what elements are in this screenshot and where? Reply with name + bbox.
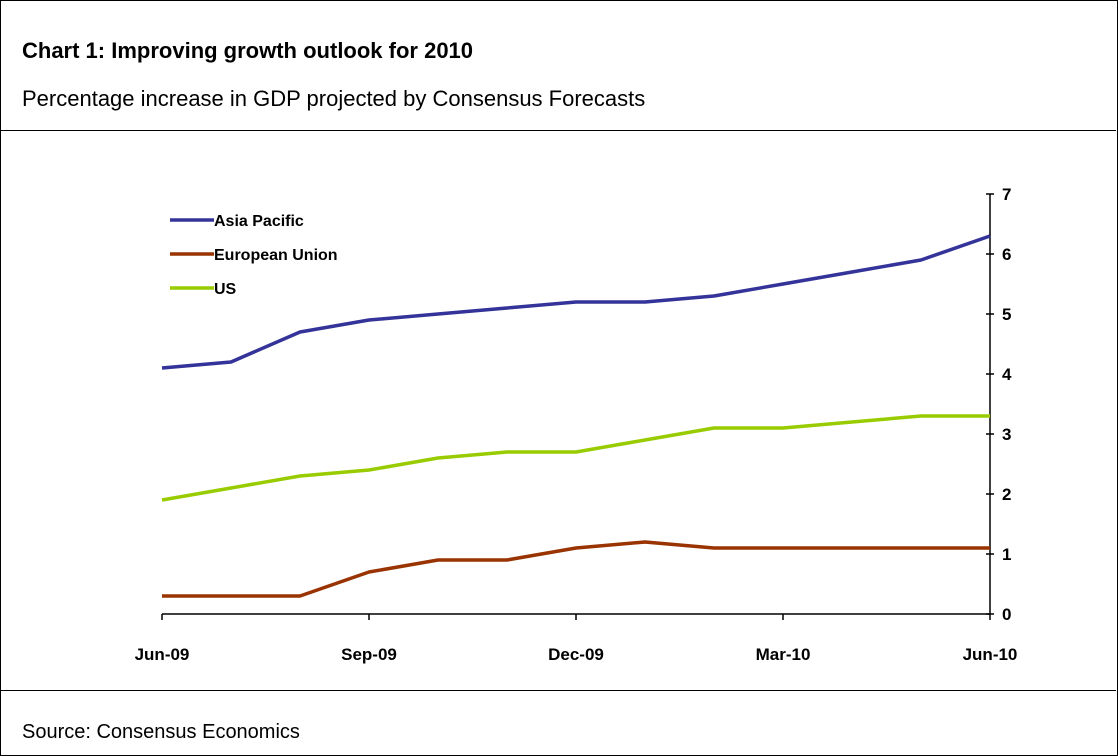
legend-label: Asia Pacific [214, 213, 304, 230]
x-tick-label: Dec-09 [548, 645, 604, 664]
y-tick-label: 2 [1002, 485, 1011, 504]
y-tick-label: 3 [1002, 425, 1011, 444]
series-lines [161, 234, 991, 598]
y-tick-label: 6 [1002, 245, 1011, 264]
chart-axes: 0 1 2 3 4 5 6 7 Jun-09 Sep-09 Dec-09 Mar-10 Jun-10 [135, 185, 1018, 664]
legend-label: European Union [214, 247, 338, 264]
y-tick-label: 0 [1002, 605, 1011, 624]
chart-title: Chart 1: Improving growth outlook for 20… [22, 38, 474, 63]
chart-subtitle: Percentage increase in GDP projected by … [22, 86, 646, 111]
x-tick-label: Jun-09 [135, 645, 190, 664]
y-tick-label: 4 [1002, 365, 1012, 384]
source-note: Source: Consensus Economics [22, 721, 300, 743]
chart-legend: Asia Pacific European Union US [170, 213, 338, 298]
legend-label: US [214, 281, 237, 298]
chart-footer: Source: Consensus Economics [0, 690, 1116, 755]
chart-header: Chart 1: Improving growth outlook for 20… [0, 0, 1116, 131]
series-line-us [161, 414, 990, 502]
y-tick-label: 1 [1002, 545, 1011, 564]
x-tick-label: Sep-09 [341, 645, 397, 664]
x-tick-label: Mar-10 [756, 645, 811, 664]
x-tick-label: Jun-10 [963, 645, 1018, 664]
series-line-european-union [162, 540, 990, 598]
y-tick-label: 7 [1002, 185, 1011, 204]
y-tick-label: 5 [1002, 305, 1011, 324]
